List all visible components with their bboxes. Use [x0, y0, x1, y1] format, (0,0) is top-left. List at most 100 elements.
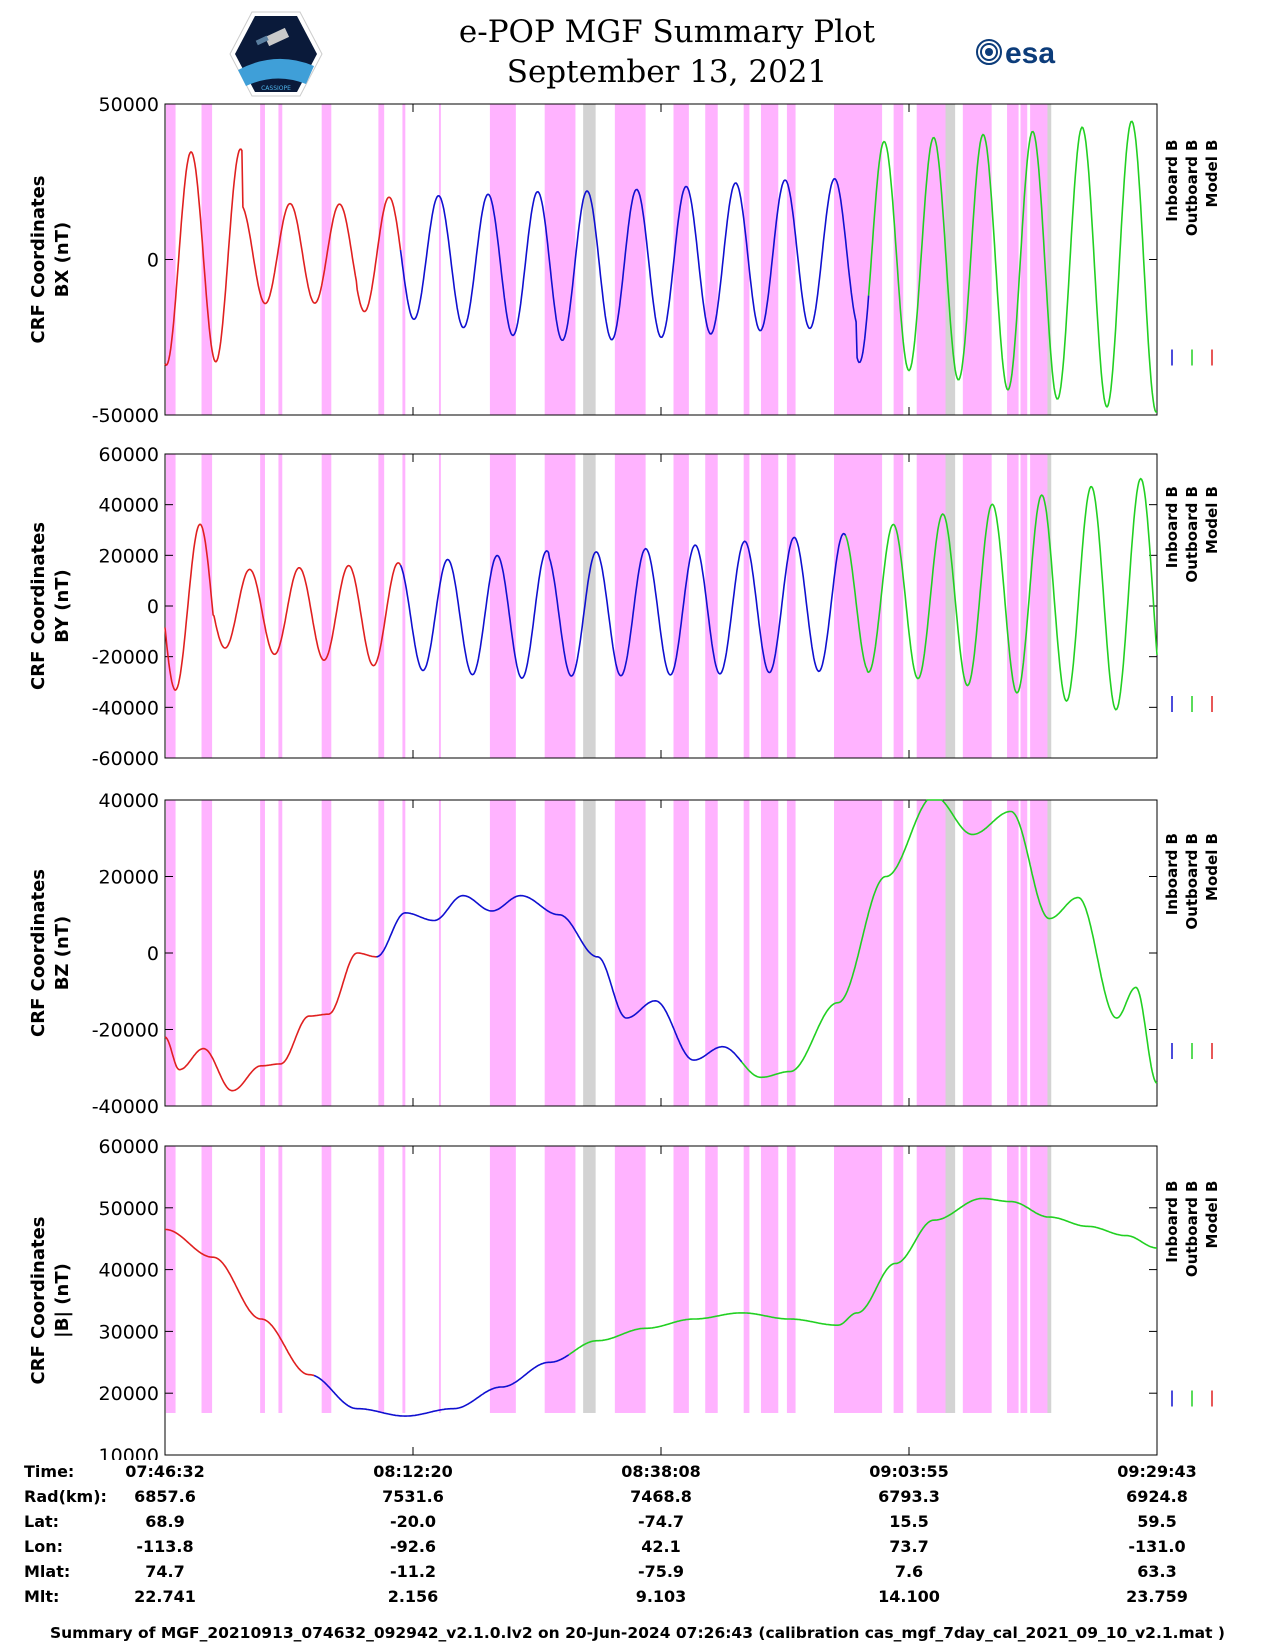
- shade-interval: [321, 454, 332, 758]
- shade-interval: [544, 1146, 576, 1413]
- plot-date: September 13, 2021: [506, 54, 828, 90]
- shade-interval: [760, 104, 779, 415]
- shade-gray-interval: [1047, 104, 1052, 415]
- esa-logo-icon: esa: [976, 37, 1055, 70]
- shade-interval: [673, 1146, 689, 1413]
- shade-interval: [673, 800, 689, 1106]
- shade-gray-interval: [945, 1146, 956, 1413]
- shade-interval: [321, 800, 332, 1106]
- shade-interval: [1007, 454, 1019, 758]
- shade-interval: [1007, 1146, 1019, 1413]
- info-cell: -20.0: [389, 1512, 437, 1531]
- shade-interval: [402, 800, 406, 1106]
- series-line-model: [164, 1228, 315, 1377]
- shade-interval: [760, 1146, 779, 1413]
- legend-label: Inboard B: [1163, 1181, 1181, 1263]
- shade-gray-interval: [1047, 1146, 1052, 1413]
- shade-interval: [321, 1146, 332, 1413]
- y-axis-label: CRF Coordinates: [28, 176, 49, 344]
- shade-interval: [614, 104, 646, 415]
- info-row-label: Lon:: [24, 1537, 63, 1556]
- y-tick-label: 40000: [99, 1260, 159, 1282]
- shade-interval: [786, 454, 796, 758]
- info-cell: -92.6: [389, 1537, 437, 1556]
- shade-interval: [1007, 104, 1019, 415]
- y-tick-label: 40000: [99, 495, 159, 517]
- series-line-model: [164, 148, 402, 367]
- info-cell: 23.759: [1126, 1587, 1188, 1606]
- shade-interval: [834, 104, 883, 415]
- shade-gray-interval: [1047, 800, 1052, 1106]
- shade-interval: [1007, 800, 1019, 1106]
- shade-interval: [260, 454, 265, 758]
- shade-interval: [201, 1146, 213, 1413]
- shade-interval: [614, 1146, 646, 1413]
- shade-interval: [278, 104, 283, 415]
- shade-interval: [1020, 800, 1028, 1106]
- shade-gray-interval: [583, 454, 596, 758]
- shade-interval: [278, 454, 283, 758]
- shade-interval: [378, 104, 385, 415]
- info-cell: 6793.3: [878, 1487, 940, 1506]
- shade-interval: [962, 454, 992, 758]
- y-tick-label: 0: [147, 596, 159, 618]
- y-tick-label: 40000: [99, 790, 159, 812]
- shade-interval: [489, 454, 516, 758]
- shade-interval: [201, 454, 213, 758]
- legend-label: Inboard B: [1163, 833, 1181, 915]
- shade-interval: [673, 454, 689, 758]
- shade-interval: [1030, 104, 1050, 415]
- info-cell: 08:12:20: [373, 1462, 453, 1481]
- shade-interval: [1030, 800, 1050, 1106]
- info-cell: 68.9: [145, 1512, 185, 1531]
- y-tick-label: 30000: [99, 1321, 159, 1343]
- shade-interval: [402, 454, 406, 758]
- shade-interval: [165, 1146, 176, 1413]
- y-tick-label: 20000: [99, 867, 159, 889]
- series-line-inboard: [399, 532, 847, 679]
- shade-interval: [673, 104, 689, 415]
- info-cell: 08:38:08: [621, 1462, 701, 1481]
- shade-interval: [278, 1146, 283, 1413]
- shade-interval: [614, 454, 646, 758]
- series-line-inboard: [376, 894, 743, 1063]
- esa-logo-text: esa: [1005, 37, 1055, 70]
- legend-label: Outboard B: [1183, 140, 1201, 237]
- y-tick-label: -20000: [92, 647, 159, 669]
- shade-interval: [705, 454, 718, 758]
- legend-label: Model B: [1203, 140, 1221, 208]
- info-row-label: Rad(km):: [24, 1487, 107, 1506]
- info-cell: -11.2: [389, 1562, 437, 1581]
- info-cell: 2.156: [387, 1587, 439, 1606]
- info-cell: 73.7: [889, 1537, 929, 1556]
- info-row-label: Mlat:: [24, 1562, 71, 1581]
- shade-interval: [1020, 454, 1028, 758]
- info-cell: 6924.8: [1126, 1487, 1188, 1506]
- info-cell: 59.5: [1137, 1512, 1177, 1531]
- shade-gray-interval: [583, 1146, 596, 1413]
- info-cell: -74.7: [637, 1512, 685, 1531]
- shade-interval: [834, 1146, 883, 1413]
- y-tick-label: 60000: [99, 444, 159, 466]
- shade-interval: [489, 1146, 516, 1413]
- shade-interval: [614, 800, 646, 1106]
- shade-interval: [893, 800, 904, 1106]
- info-row-label: Time:: [24, 1462, 75, 1481]
- y-axis-label: BX (nT): [52, 222, 73, 297]
- shade-interval: [544, 800, 576, 1106]
- shade-interval: [760, 454, 779, 758]
- shade-interval: [1020, 1146, 1028, 1413]
- y-axis-label: CRF Coordinates: [28, 869, 49, 1037]
- shade-interval: [489, 104, 516, 415]
- legend-label: Outboard B: [1183, 486, 1201, 583]
- shade-gray-interval: [583, 104, 596, 415]
- shade-interval: [743, 454, 750, 758]
- shade-interval: [962, 800, 992, 1106]
- series-line-inboard: [399, 177, 870, 364]
- info-cell: 74.7: [145, 1562, 185, 1581]
- series-line-outboard: [741, 799, 1158, 1084]
- shade-interval: [743, 104, 750, 415]
- shade-interval: [893, 104, 904, 415]
- shade-interval: [438, 454, 441, 758]
